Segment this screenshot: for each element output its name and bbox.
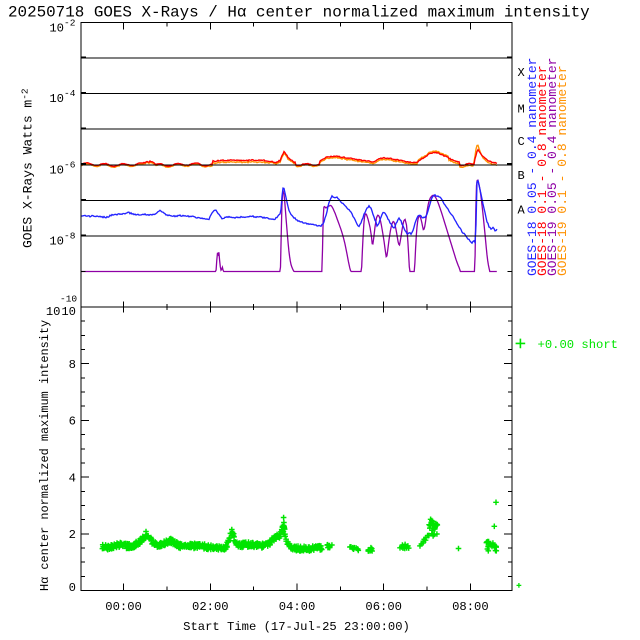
- svg-text:GOES-18 0.1 - 0.8 nanometer: GOES-18 0.1 - 0.8 nanometer: [535, 65, 550, 276]
- svg-text:10: 10: [61, 305, 76, 319]
- svg-text:C: C: [518, 135, 525, 149]
- svg-text:02:00: 02:00: [192, 600, 229, 614]
- svg-text:04:00: 04:00: [279, 600, 316, 614]
- svg-text:-8: -8: [64, 230, 76, 241]
- svg-text:-2: -2: [64, 18, 76, 29]
- svg-text:10: 10: [46, 305, 61, 319]
- svg-text:Start Time (17-Jul-25 23:00:00: Start Time (17-Jul-25 23:00:00): [183, 620, 410, 634]
- svg-text:06:00: 06:00: [365, 600, 402, 614]
- svg-text:+0.00 short: +0.00 short: [538, 338, 618, 352]
- svg-text:6: 6: [69, 415, 76, 429]
- svg-text:GOES-19 0.1 - 0.8 nanometer: GOES-19 0.1 - 0.8 nanometer: [555, 65, 570, 276]
- svg-text:10: 10: [49, 234, 64, 248]
- svg-text:08:00: 08:00: [452, 600, 489, 614]
- svg-text:0: 0: [69, 581, 76, 595]
- svg-text:-6: -6: [64, 159, 76, 170]
- svg-text:GOES-18 0.05 - 0.4 nanometer: GOES-18 0.05 - 0.4 nanometer: [525, 58, 540, 276]
- svg-text:00:00: 00:00: [105, 600, 142, 614]
- svg-text:2: 2: [69, 528, 76, 542]
- svg-text:10: 10: [49, 22, 64, 36]
- svg-text:M: M: [518, 102, 525, 116]
- svg-text:GOES-19 0.05 - 0.4 nanometer: GOES-19 0.05 - 0.4 nanometer: [545, 58, 560, 276]
- svg-text:4: 4: [69, 471, 76, 485]
- svg-text:20250718 GOES X-Rays / Hα cent: 20250718 GOES X-Rays / Hα center normali…: [8, 4, 590, 22]
- svg-text:-10: -10: [60, 294, 77, 305]
- svg-text:8: 8: [69, 358, 76, 372]
- svg-text:A: A: [518, 204, 526, 218]
- svg-text:10: 10: [49, 163, 64, 177]
- svg-text:GOES X-Rays Watts m-2: GOES X-Rays Watts m-2: [20, 88, 36, 248]
- svg-text:X: X: [518, 66, 525, 80]
- svg-text:-4: -4: [64, 88, 76, 99]
- svg-text:B: B: [518, 169, 525, 183]
- svg-text:10: 10: [49, 92, 64, 106]
- svg-text:Hα center normalized maximum i: Hα center normalized maximum intensity: [38, 320, 52, 591]
